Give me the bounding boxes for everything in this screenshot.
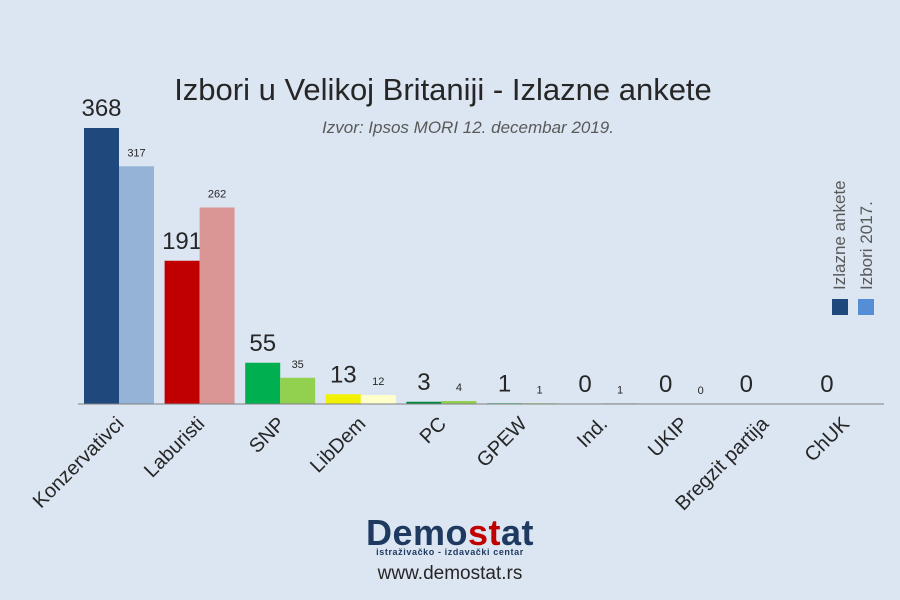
bar-2017-0 (119, 166, 154, 404)
legend-swatch-exit-poll (832, 299, 848, 315)
label-exit-poll-5: 1 (498, 370, 511, 397)
label-2017-0: 317 (127, 147, 145, 159)
label-exit-poll-8: 0 (740, 371, 753, 398)
category-label-6: Ind. (573, 413, 612, 452)
bar-2017-1 (199, 207, 235, 404)
category-label-0: Konzervativci (29, 413, 129, 513)
bar-2017-4 (441, 401, 477, 404)
bar-exit-poll-1 (164, 260, 200, 404)
label-exit-poll-4: 3 (417, 369, 430, 396)
label-exit-poll-1: 191 (162, 228, 202, 255)
category-label-3: LibDem (306, 413, 370, 477)
bar-exit-poll-0 (84, 128, 119, 404)
label-exit-poll-2: 55 (249, 330, 276, 357)
category-label-4: PC (416, 413, 451, 448)
category-label-7: UKIP (644, 413, 693, 462)
label-exit-poll-6: 0 (578, 371, 591, 398)
brand-logo: Demostat (365, 512, 535, 553)
category-label-2: SNP (245, 413, 290, 458)
chart-subtitle: Izvor: Ipsos MORI 12. decembar 2019. (322, 118, 614, 137)
label-2017-4: 4 (456, 382, 462, 394)
label-exit-poll-0: 368 (81, 95, 121, 122)
label-2017-6: 1 (617, 384, 623, 396)
label-2017-1: 262 (208, 189, 226, 201)
label-2017-3: 12 (372, 376, 384, 388)
website-url: www.demostat.rs (377, 563, 523, 584)
label-2017-5: 1 (536, 384, 542, 396)
legend-swatch-2017 (858, 299, 874, 315)
bar-exit-poll-2 (245, 362, 281, 404)
chart-title: Izbori u Velikoj Britaniji - Izlazne ank… (174, 72, 712, 107)
label-exit-poll-7: 0 (659, 371, 672, 398)
category-label-5: GPEW (473, 413, 532, 472)
bar-2017-3 (360, 395, 396, 404)
legend-label-exit-poll: Izlazne ankete (830, 180, 849, 290)
category-label-1: Laburisti (140, 413, 209, 482)
legend-label-2017: Izbori 2017. (857, 201, 876, 290)
bar-exit-poll-3 (325, 394, 361, 404)
label-2017-7: 0 (698, 385, 704, 397)
bar-exit-poll-4 (406, 401, 442, 404)
bar-2017-2 (280, 377, 316, 404)
label-exit-poll-9: 0 (820, 371, 833, 398)
brand-tagline: istraživačko - izdavački centar (376, 547, 524, 557)
label-exit-poll-3: 13 (330, 361, 357, 388)
label-2017-2: 35 (292, 359, 304, 371)
category-label-9: ChUK (801, 413, 855, 467)
